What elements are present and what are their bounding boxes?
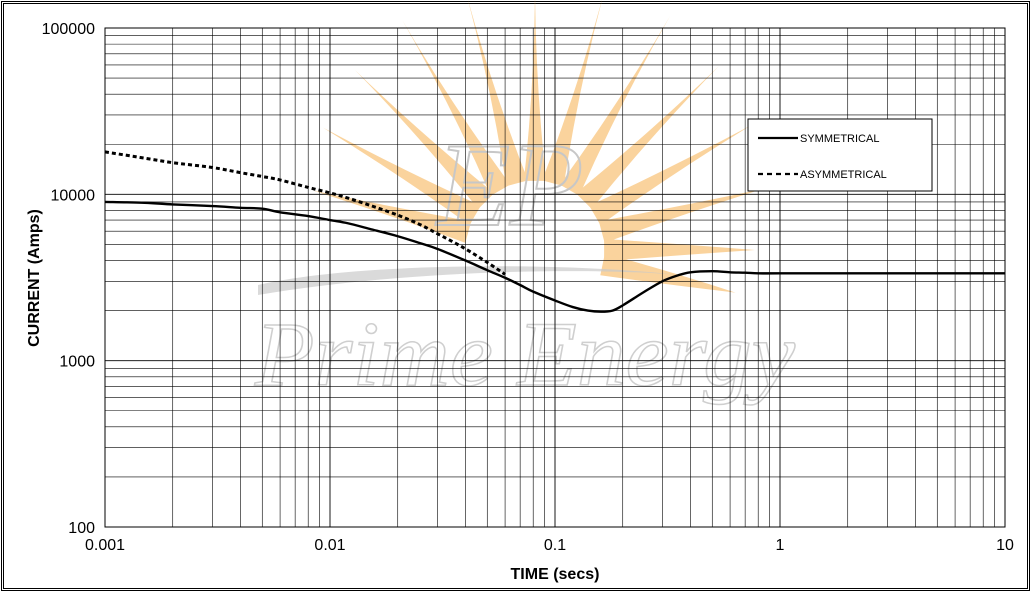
prime-energy-watermark: EP Prime Energy	[253, 0, 796, 406]
x-tick-label: 0.1	[544, 537, 566, 554]
sun-ray-10	[598, 189, 762, 243]
sun-ray-4	[467, 0, 528, 187]
sun-ray-9	[589, 125, 752, 226]
legend-box	[747, 118, 933, 192]
y-tick-label: 10000	[51, 187, 96, 204]
sun-ray-8	[575, 66, 719, 210]
legend: SYMMETRICAL ASYMMETRICAL	[747, 118, 933, 192]
sun-ray-12	[600, 253, 736, 293]
sun-ray-2	[354, 69, 495, 210]
x-axis-label: TIME (secs)	[511, 566, 600, 583]
watermark-brand: Prime Energy	[254, 303, 795, 405]
series-line-asymmetrical	[104, 150, 506, 276]
sun-ray-11	[604, 238, 755, 262]
y-axis-label: CURRENT (Amps)	[26, 209, 43, 347]
legend-label-symmetrical: SYMMETRICAL	[800, 133, 879, 145]
series-layer	[104, 150, 1005, 313]
legend-label-asymmetrical: ASYMMETRICAL	[800, 169, 887, 181]
y-tick-label: 100	[68, 520, 95, 537]
watermark-swoosh	[258, 266, 680, 295]
y-tick-label: 100000	[42, 21, 95, 38]
sun-ray-3	[402, 20, 511, 196]
sun-ray-5	[523, 0, 547, 181]
sun-ray-1	[322, 127, 481, 226]
tick-labels: 0.001 0.01 0.1 1 10 100 1000 10000 100000	[42, 21, 1014, 554]
chart-grid	[104, 28, 1005, 528]
x-tick-label: 0.001	[85, 537, 125, 554]
y-tick-label: 1000	[59, 354, 95, 371]
plot-area-border	[104, 27, 1006, 528]
watermark-monogram: EP	[435, 118, 584, 251]
x-tick-label: 1	[776, 537, 785, 554]
sun-ray-7	[559, 16, 670, 196]
x-tick-label: 0.01	[314, 537, 345, 554]
sun-ray-6	[542, 0, 603, 187]
series-line-symmetrical	[104, 200, 1005, 313]
x-tick-label: 10	[996, 537, 1014, 554]
